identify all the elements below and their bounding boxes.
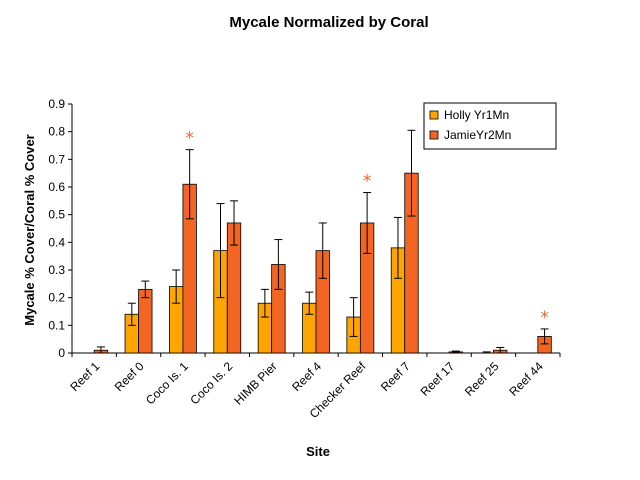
y-tick-label: 0.3	[48, 263, 65, 277]
y-tick-label: 0.2	[48, 291, 65, 305]
legend-swatch	[429, 110, 439, 120]
x-tick-label: Coco Is. 2	[187, 359, 235, 407]
significance-asterisk: *	[540, 308, 549, 328]
y-tick-label: 0.7	[48, 152, 65, 166]
legend: Holly Yr1Mn JamieYr2Mn	[423, 102, 557, 150]
bar-jamie	[138, 288, 153, 354]
legend-label: JamieYr2Mn	[444, 128, 511, 142]
significance-asterisk: *	[185, 129, 194, 149]
y-tick-label: 0.1	[48, 318, 65, 332]
y-tick-label: 0	[58, 346, 65, 360]
y-tick-label: 0.9	[48, 97, 65, 111]
x-tick-label: HIMB Pier	[231, 359, 280, 408]
significance-asterisk: *	[363, 172, 372, 192]
y-tick-label: 0.6	[48, 180, 65, 194]
y-tick-label: 0.4	[48, 235, 65, 249]
x-tick-label: Reef 0	[112, 359, 147, 394]
x-tick-label: Reef 44	[506, 359, 546, 399]
x-tick-label: Reef 17	[418, 359, 458, 399]
x-tick-label: Reef 25	[462, 359, 502, 399]
legend-box	[423, 102, 557, 150]
x-tick-label: Reef 1	[67, 359, 102, 394]
legend-swatch	[429, 130, 439, 140]
x-tick-label: Reef 4	[289, 359, 324, 394]
y-tick-label: 0.5	[48, 208, 65, 222]
x-tick-label: Coco Is. 1	[143, 359, 191, 407]
y-tick-label: 0.8	[48, 125, 65, 139]
chart-title: Mycale Normalized by Coral	[229, 14, 428, 31]
legend-label: Holly Yr1Mn	[444, 108, 509, 122]
x-tick-label: Reef 7	[378, 359, 413, 394]
x-axis-title: Site	[306, 444, 330, 459]
y-axis-title: Mycale % Cover/Coral % Cover	[22, 134, 37, 325]
